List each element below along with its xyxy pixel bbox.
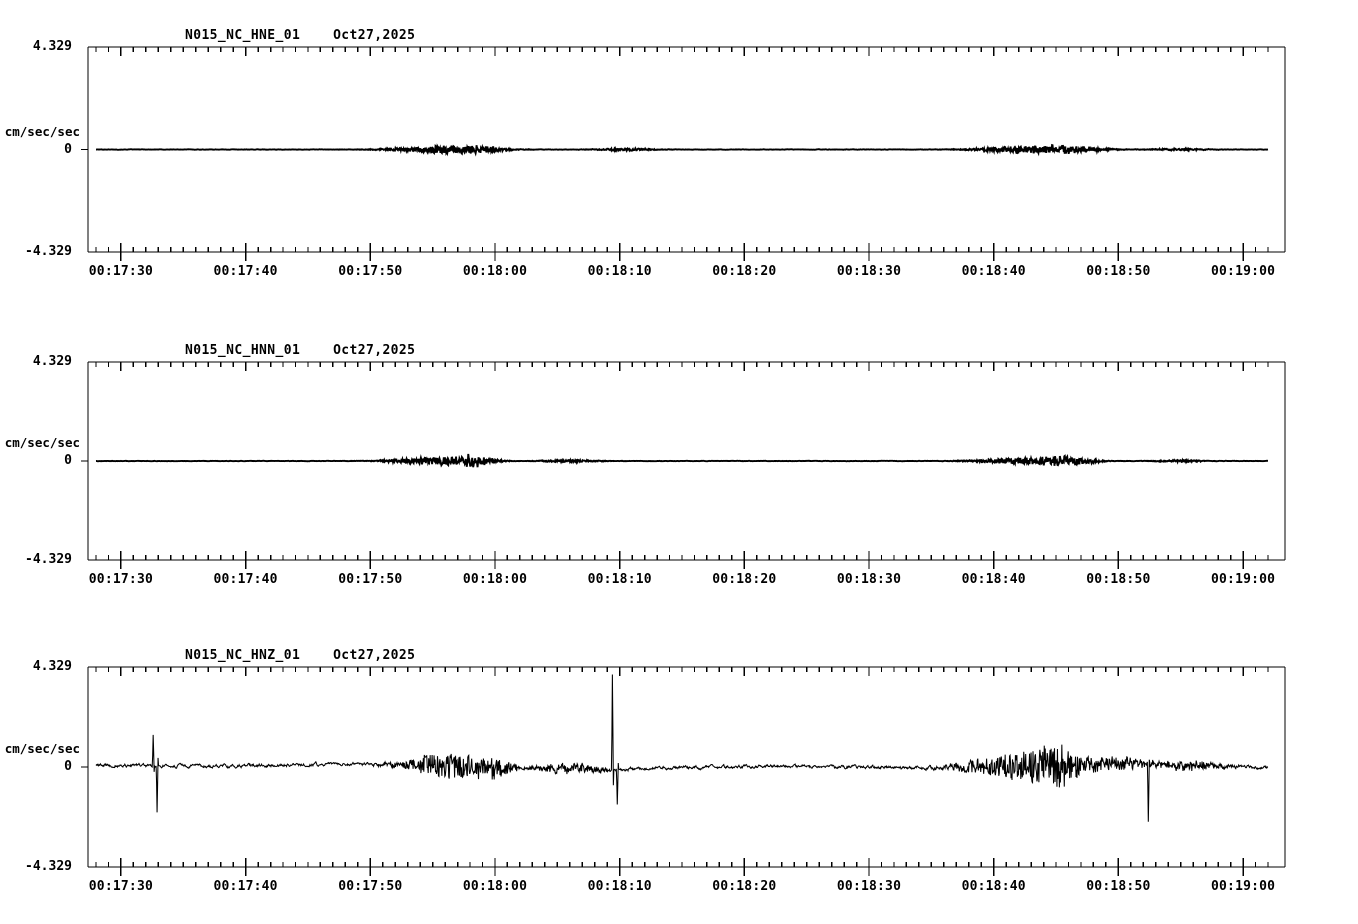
x-axis-tick-label: 00:18:40 [961,264,1026,279]
x-axis-tick-label: 00:18:40 [961,879,1026,894]
y-axis-max-label-3: 4.329 [32,659,72,674]
x-axis-tick-label: 00:17:40 [213,264,278,279]
x-axis-tick-label: 00:17:30 [88,572,153,587]
x-axis-tick-label: 00:18:10 [587,879,652,894]
x-axis-tick-label: 00:18:20 [712,572,777,587]
y-axis-zero-label-1: 0 [64,141,72,157]
x-axis-tick-label: 00:17:50 [338,572,403,587]
x-axis-tick-label: 00:18:20 [712,879,777,894]
y-axis-unit-label-1: cm/sec/sec [4,123,80,139]
x-axis-tick-label: 00:17:50 [338,264,403,279]
y-axis-unit-label-3: cm/sec/sec [4,741,80,756]
panel-title-1: N015_NC_HNE_01 Oct27,2025 [185,28,416,43]
x-axis-tick-label: 00:18:10 [587,264,652,279]
x-axis-tick-label: 00:18:40 [961,572,1026,587]
waveform-trace-3 [95,674,1269,822]
x-axis-tick-label: 00:19:00 [1210,264,1276,279]
x-axis-tick-label: 00:18:30 [836,572,902,587]
y-axis-min-label-3: -4.329 [25,859,72,874]
x-axis-tick-label: 00:18:00 [462,572,528,587]
y-axis-max-label-1: 4.329 [32,39,72,54]
x-axis-tick-label: 00:18:00 [462,264,528,279]
x-axis-tick-label: 00:18:20 [712,264,777,279]
y-axis-min-label-2: -4.329 [25,552,72,567]
y-axis-unit-label-2: cm/sec/sec [4,435,80,450]
x-axis-tick-label: 00:18:30 [836,879,902,894]
x-axis-tick-label: 00:18:00 [462,879,528,894]
x-axis-tick-label: 00:18:50 [1086,264,1151,279]
x-axis-tick-label: 00:18:10 [587,572,652,587]
x-axis-tick-label: 00:18:50 [1086,879,1151,894]
x-axis-tick-label: 00:18:30 [836,264,902,279]
x-axis-tick-label: 00:19:00 [1210,572,1276,587]
y-axis-max-label-2: 4.329 [32,354,72,369]
y-axis-zero-label-3: 0 [64,759,72,774]
x-axis-tick-label: 00:18:50 [1086,572,1151,587]
x-axis-tick-label: 00:17:50 [338,879,403,894]
x-axis-tick-label: 00:17:40 [213,572,278,587]
x-axis-tick-label: 00:17:30 [88,264,153,279]
x-axis-tick-label: 00:17:30 [88,879,153,894]
panel-title-3: N015_NC_HNZ_01 Oct27,2025 [185,648,416,663]
waveform-trace-1 [96,143,1269,157]
waveform-trace-2 [95,453,1269,468]
panel-title-2: N015_NC_HNN_01 Oct27,2025 [185,343,416,358]
y-axis-zero-label-2: 0 [64,453,72,468]
y-axis-min-label-1: -4.329 [25,244,72,259]
x-axis-tick-label: 00:19:00 [1210,879,1276,894]
x-axis-tick-label: 00:17:40 [213,879,278,894]
